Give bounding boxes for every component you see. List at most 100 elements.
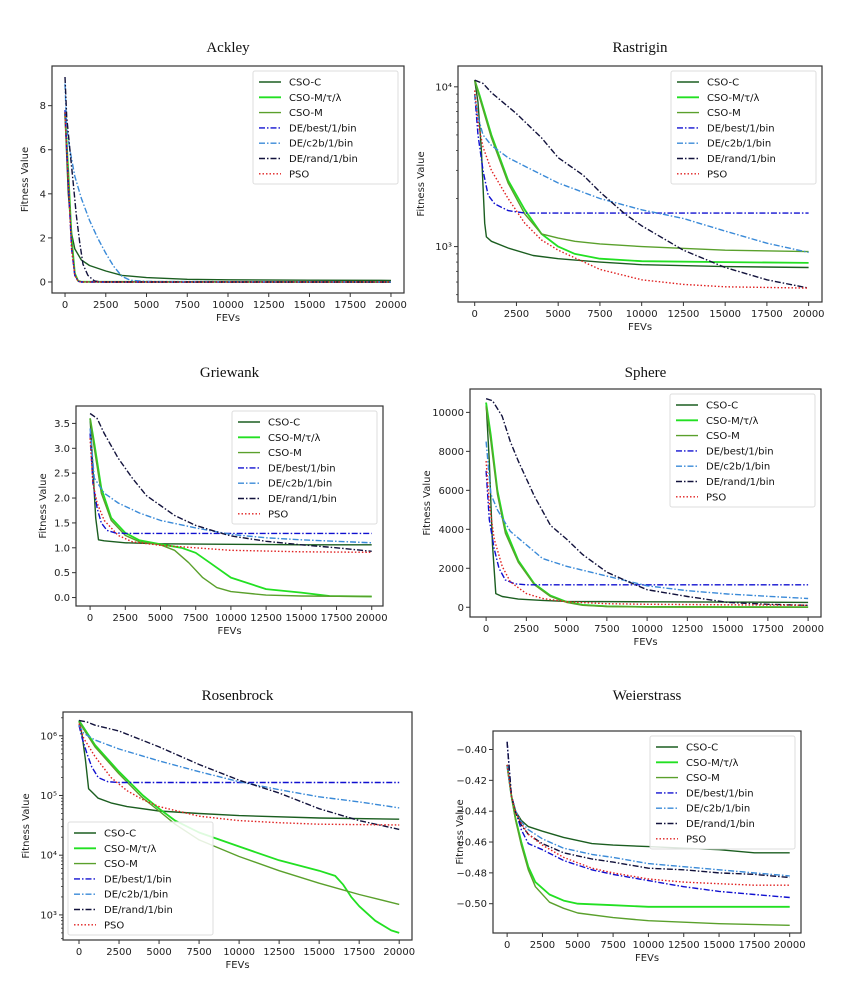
- legend-entry: DE/rand/1/bin: [268, 494, 337, 505]
- x-tick-label: 10000: [631, 624, 663, 635]
- y-axis-label: Fitness Value: [455, 799, 466, 864]
- legend-entry: DE/c2b/1/bin: [686, 804, 750, 815]
- series-line-cso-c: [485, 402, 809, 604]
- x-axis-label: FEVs: [216, 313, 240, 324]
- y-tick-label: 2.5: [54, 469, 70, 480]
- y-tick-label: 10⁵: [40, 791, 57, 802]
- x-tick-label: 7500: [175, 300, 200, 311]
- legend-entry: CSO-C: [686, 743, 718, 754]
- x-tick-label: 7500: [186, 947, 211, 958]
- series-line-de-c2b-1-bin: [485, 441, 809, 600]
- legend-entry: PSO: [706, 492, 726, 503]
- x-tick-label: 7500: [183, 613, 208, 624]
- legend-entry: CSO-M/τ/λ: [268, 433, 320, 444]
- chart-title: Rastrigin: [613, 40, 668, 56]
- legend-entry: CSO-M/τ/λ: [707, 93, 759, 104]
- x-tick-label: 15000: [703, 940, 735, 951]
- x-tick-label: 12500: [668, 309, 700, 320]
- legend-entry: PSO: [289, 169, 309, 180]
- legend-entry: CSO-C: [707, 78, 739, 89]
- y-tick-label: −0.40: [456, 745, 487, 756]
- legend-entry: CSO-M: [706, 431, 740, 442]
- x-tick-label: 10000: [626, 309, 658, 320]
- series-line-de-rand-1-bin: [506, 741, 790, 879]
- legend: CSO-C CSO-M/τ/λ CSO-M DE/best/1/bin DE/c2b/1…: [67, 821, 214, 936]
- chart-title: Rosenbrock: [202, 688, 274, 704]
- x-tick-label: 20000: [774, 940, 806, 951]
- legend-entry: DE/rand/1/bin: [104, 905, 173, 916]
- series-line-cso-c: [474, 80, 809, 269]
- x-tick-label: 7500: [587, 309, 612, 320]
- series-line-de-rand-1-bin: [89, 412, 372, 552]
- x-tick-label: 12500: [668, 940, 700, 951]
- legend-entry: DE/c2b/1/bin: [707, 139, 771, 150]
- legend-entry: CSO-C: [706, 401, 738, 412]
- series-line-pso: [89, 438, 372, 553]
- legend-entry: DE/rand/1/bin: [706, 477, 775, 488]
- legend-entry: DE/rand/1/bin: [289, 154, 358, 165]
- y-tick-label: 6: [40, 145, 46, 156]
- series-line-cso-m-: [89, 418, 372, 598]
- y-tick-label: 10³: [435, 242, 452, 253]
- y-tick-label: 2000: [439, 564, 464, 575]
- axes-frame: [492, 730, 802, 934]
- series-line-de-best-1-bin: [78, 725, 400, 784]
- legend: CSO-C CSO-M/τ/λ CSO-M DE/best/1/bin DE/c2b/1…: [649, 735, 796, 850]
- x-tick-label: 10000: [633, 940, 665, 951]
- x-tick-label: 2500: [530, 940, 555, 951]
- legend-entry: DE/c2b/1/bin: [268, 479, 332, 490]
- y-tick-label: 2.0: [54, 494, 70, 505]
- legend-entry: DE/best/1/bin: [707, 123, 775, 134]
- x-tick-label: 7500: [600, 940, 625, 951]
- series-line-de-best-1-bin: [89, 433, 372, 535]
- series-line-de-rand-1-bin: [474, 79, 809, 289]
- series-line-cso-m-: [473, 79, 809, 264]
- y-tick-label: 10000: [432, 408, 464, 419]
- series-line-de-rand-1-bin: [64, 76, 391, 283]
- x-tick-label: 17500: [752, 624, 784, 635]
- x-tick-label: 17500: [334, 300, 366, 311]
- series-line-de-c2b-1-bin: [89, 428, 372, 544]
- legend-entry: PSO: [268, 509, 288, 520]
- y-tick-label: −0.48: [456, 868, 487, 879]
- y-tick-label: 3.5: [54, 419, 70, 430]
- y-axis-label: Fitness Value: [416, 151, 427, 216]
- series-line-cso-m: [506, 764, 790, 926]
- x-tick-label: 15000: [294, 300, 326, 311]
- x-tick-label: 0: [76, 947, 82, 958]
- x-tick-label: 20000: [375, 300, 407, 311]
- legend-entry: PSO: [104, 920, 124, 931]
- legend-entry: PSO: [707, 169, 727, 180]
- y-tick-label: 4: [40, 189, 46, 200]
- legend-entry: DE/rand/1/bin: [686, 819, 755, 830]
- series-line-pso: [64, 112, 391, 283]
- axes-frame: [457, 65, 823, 303]
- x-tick-label: 5000: [148, 613, 173, 624]
- x-tick-label: 15000: [285, 613, 317, 624]
- y-axis-label: Fitness Value: [21, 793, 32, 858]
- series-line-cso-m-: [78, 720, 400, 934]
- x-tick-label: 5000: [565, 940, 590, 951]
- x-axis-label: FEVs: [633, 637, 657, 648]
- x-tick-label: 5000: [545, 309, 570, 320]
- y-axis-label: Fitness Value: [38, 473, 49, 538]
- y-tick-label: 0: [458, 603, 464, 614]
- y-tick-label: 0: [40, 277, 46, 288]
- legend-entry: CSO-M/τ/λ: [104, 844, 156, 855]
- x-tick-label: 5000: [134, 300, 159, 311]
- x-tick-label: 2500: [113, 613, 138, 624]
- legend-entry: DE/best/1/bin: [686, 788, 754, 799]
- legend-entry: CSO-M: [707, 108, 741, 119]
- axes-frame: [469, 388, 822, 618]
- x-tick-label: 12500: [253, 300, 285, 311]
- x-tick-label: 20000: [356, 613, 388, 624]
- chart-panel-ackley: Ackley 0 2500 5000 7500 10000 12500 15000 17500 2…: [20, 40, 407, 324]
- chart-title: Weierstrass: [613, 688, 682, 704]
- x-tick-label: 10000: [212, 300, 244, 311]
- x-tick-label: 20000: [793, 309, 825, 320]
- x-axis-label: FEVs: [635, 953, 659, 964]
- series-line-cso-m: [485, 406, 809, 608]
- legend: CSO-C CSO-M/τ/λ CSO-M DE/best/1/bin DE/c2b/1…: [252, 70, 399, 185]
- chart-panel-sphere: Sphere 0 2500 5000 7500 10000 12500 15000 17500 2…: [422, 365, 824, 648]
- x-tick-label: 12500: [671, 624, 703, 635]
